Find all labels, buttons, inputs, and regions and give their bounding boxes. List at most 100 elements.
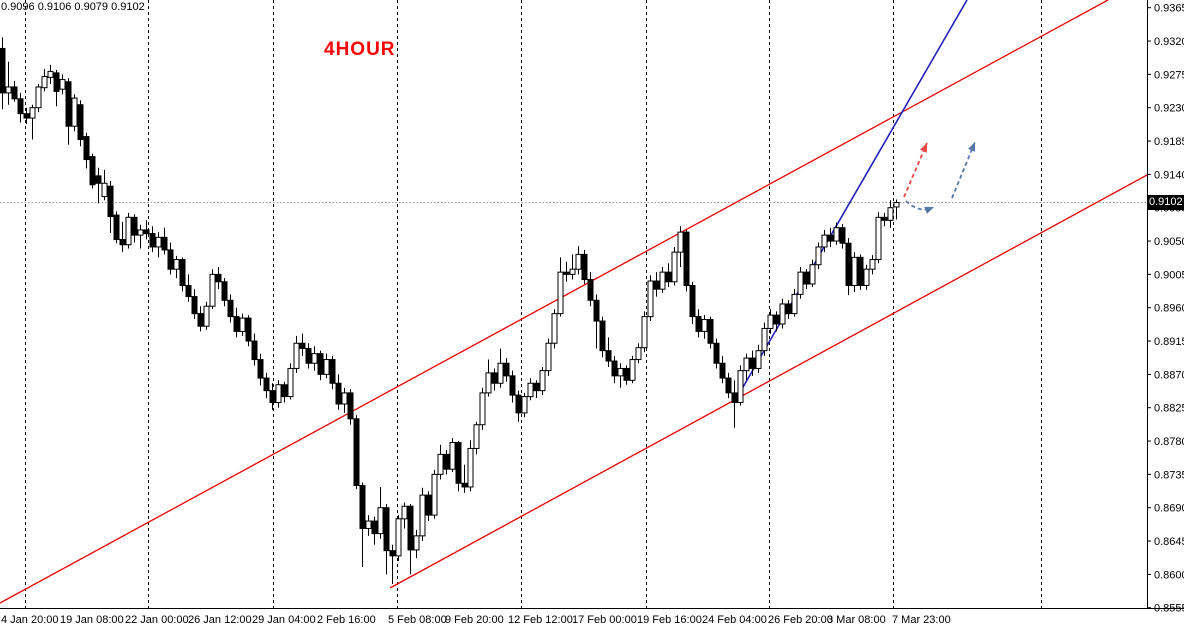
projection-arrow-blue-up-head [968,142,976,152]
candle-bear [335,382,342,405]
candle-bear [563,271,570,275]
candle-bull [275,384,282,404]
candle-bull [203,305,210,327]
date-axis-label: 3 Mar 08:00 [827,614,886,626]
candle-bear [251,340,258,361]
candle-bull [863,268,870,286]
candle-bull [311,353,318,364]
candle-bear [491,372,498,384]
candle-bear [515,394,522,414]
candle-bear [119,239,126,246]
candle-bull [437,453,444,475]
candle-bull [41,76,48,89]
candle-bear [113,214,120,241]
candle-bear [11,86,18,100]
candle-bull [557,271,564,315]
candle-bull [851,256,858,286]
candle-bear [803,271,810,285]
candle-bear [305,347,312,364]
candle-bear [773,314,780,325]
candle-bull [671,251,678,283]
price-axis-label: 0.9365 [1154,3,1184,15]
candle-bear [65,81,72,127]
projection-arrow-red[interactable] [903,142,928,198]
candle-bear [197,313,204,327]
candle-bear [77,104,84,141]
candle-bull [545,342,552,372]
candle-bear [167,249,174,270]
candle-bull [155,236,162,248]
candle-bear [713,342,720,364]
candle-bear [257,359,264,379]
candle-bull [737,370,744,404]
price-axis-label: 0.8645 [1154,536,1184,548]
candle-bull [521,396,528,414]
candle-bull [617,367,624,377]
lower-channel-line[interactable] [389,174,1148,589]
candle-bull [551,313,558,344]
candle-bear [143,229,150,235]
price-axis-label: 0.9005 [1154,269,1184,281]
candle-bull [635,347,642,361]
blue-trendline[interactable] [734,0,968,402]
projection-arrow-blue-side[interactable] [905,200,932,211]
candle-bear [245,317,252,342]
candle-bear [17,98,24,115]
candle-bull [47,70,54,78]
candle-bull [539,370,546,392]
date-axis-label: 26 Jan 12:00 [188,614,252,626]
candle-bull [479,392,486,426]
date-axis-label: 19 Jan 08:00 [60,614,124,626]
candle-bull [323,359,330,375]
candle-bull [287,367,294,398]
upper-channel-line[interactable] [0,0,1109,604]
candle-bull [893,202,900,208]
date-axis-label: 4 Jan 20:00 [1,614,59,626]
candle-bear [83,136,90,161]
price-axis-label: 0.9185 [1154,136,1184,148]
candle-bull [875,216,882,261]
candle-bull [431,473,438,516]
candle-bear [227,299,234,318]
projection-arrow-blue-up[interactable] [951,141,976,199]
candle-bear [53,72,60,92]
timeframe-label: 4HOUR [324,39,396,60]
candle-bear [383,507,390,552]
candle-bear [389,550,396,557]
candle-bull [815,246,822,266]
candle-bull [59,79,66,90]
date-axis-label: 19 Feb 16:00 [637,614,702,626]
candle-bear [149,233,156,248]
candle-bear [263,377,270,392]
candle-bull [419,494,426,537]
candle-bull [377,507,384,535]
candle-bull [641,316,648,349]
candle-bear [695,316,702,332]
candle-bull [797,271,804,295]
candle-bear [299,342,306,349]
candle-bear [269,390,276,404]
candle-bear [533,382,540,392]
candle-bull [473,424,480,449]
candle-bull [341,392,348,405]
candle-bear [131,216,138,236]
candle-bear [185,284,192,298]
candle-bear [827,234,834,242]
candle-bear [623,367,630,381]
date-axis-label: 26 Feb 20:00 [768,614,833,626]
candle-bull [467,447,474,488]
candle-bull [401,505,408,520]
ohlc-readout: 0.9096 0.9106 0.9079 0.9102 [1,1,145,13]
candle-bull [833,227,840,242]
candle-bull [239,317,246,332]
candle-bull [869,259,876,270]
candle-bull [527,382,534,398]
